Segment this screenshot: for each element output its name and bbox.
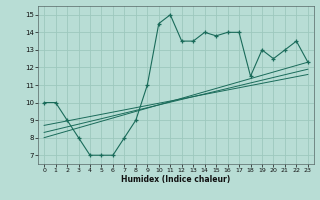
X-axis label: Humidex (Indice chaleur): Humidex (Indice chaleur) [121,175,231,184]
